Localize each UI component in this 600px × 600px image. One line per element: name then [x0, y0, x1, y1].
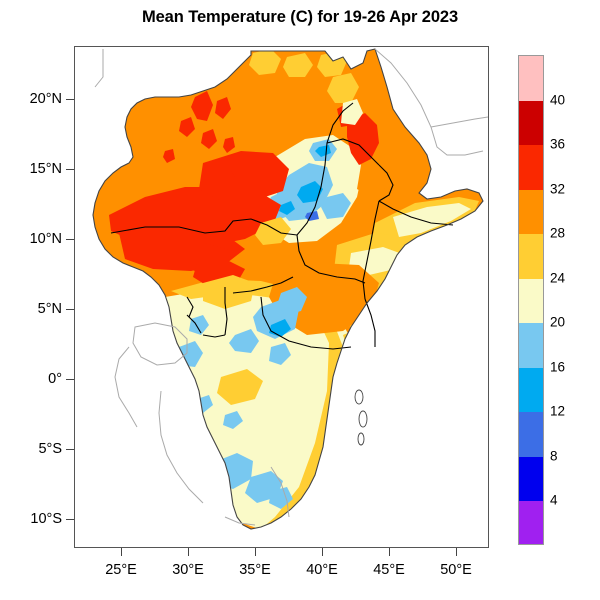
colorbar-band [519, 278, 543, 323]
colorbar-band [519, 56, 543, 101]
colorbar-tick-label: 4 [550, 492, 558, 508]
page-title: Mean Temperature (C) for 19-26 Apr 2023 [141, 8, 459, 26]
colorbar-tick-label: 20 [550, 314, 566, 330]
neighbour-boundaries [94, 48, 488, 526]
x-tick-label: 30°E [172, 562, 204, 578]
colorbar-band [519, 145, 543, 190]
y-tick-label: 20°N [29, 91, 62, 107]
colorbar-tick-label: 24 [550, 270, 566, 285]
colorbar-band [519, 367, 543, 412]
y-tick-mark [66, 169, 74, 171]
temperature-field [75, 47, 488, 547]
colorbar-tick-label: 8 [550, 448, 558, 463]
y-tick-mark [66, 239, 74, 241]
colorbar-band [519, 234, 543, 279]
y-tick-label: 5°S [38, 441, 62, 457]
colorbar-band [519, 501, 543, 544]
x-tick-mark [322, 548, 324, 556]
y-tick-label: 10°N [29, 231, 62, 247]
y-tick-mark [66, 379, 74, 381]
colorbar-tick-label: 40 [550, 92, 566, 107]
x-tick-mark [255, 548, 257, 556]
y-tick-mark [66, 99, 74, 101]
colorbar-band [519, 412, 543, 457]
y-tick-mark [66, 519, 74, 521]
islands [354, 389, 368, 446]
colorbar-band [519, 100, 543, 145]
y-tick-label: 5°N [37, 301, 62, 317]
y-tick-label: 0° [48, 371, 62, 387]
colorbar-tick-label: 28 [550, 225, 566, 241]
y-tick-label: 10°S [30, 511, 62, 527]
colorbar-tick-label: 12 [550, 403, 566, 419]
x-tick-label: 40°E [306, 562, 338, 578]
colorbar [518, 55, 544, 545]
x-tick-label: 50°E [440, 562, 472, 578]
x-tick-label: 25°E [105, 562, 137, 578]
y-tick-mark [66, 449, 74, 451]
y-tick-mark [66, 309, 74, 311]
colorbar-tick-label: 36 [550, 136, 566, 152]
colorbar-tick-label: 32 [550, 181, 566, 196]
y-tick-label: 15°N [29, 161, 62, 177]
colorbar-band [519, 323, 543, 368]
colorbar-band [519, 189, 543, 234]
x-tick-label: 35°E [239, 562, 271, 578]
x-tick-mark [121, 548, 123, 556]
map-plot-area: IGAD [74, 46, 489, 548]
x-tick-mark [188, 548, 190, 556]
colorbar-tick-label: 16 [550, 359, 566, 374]
x-tick-label: 45°E [373, 562, 405, 578]
country-borders [110, 102, 454, 350]
x-tick-mark [389, 548, 391, 556]
x-tick-mark [456, 548, 458, 556]
colorbar-band [519, 456, 543, 501]
